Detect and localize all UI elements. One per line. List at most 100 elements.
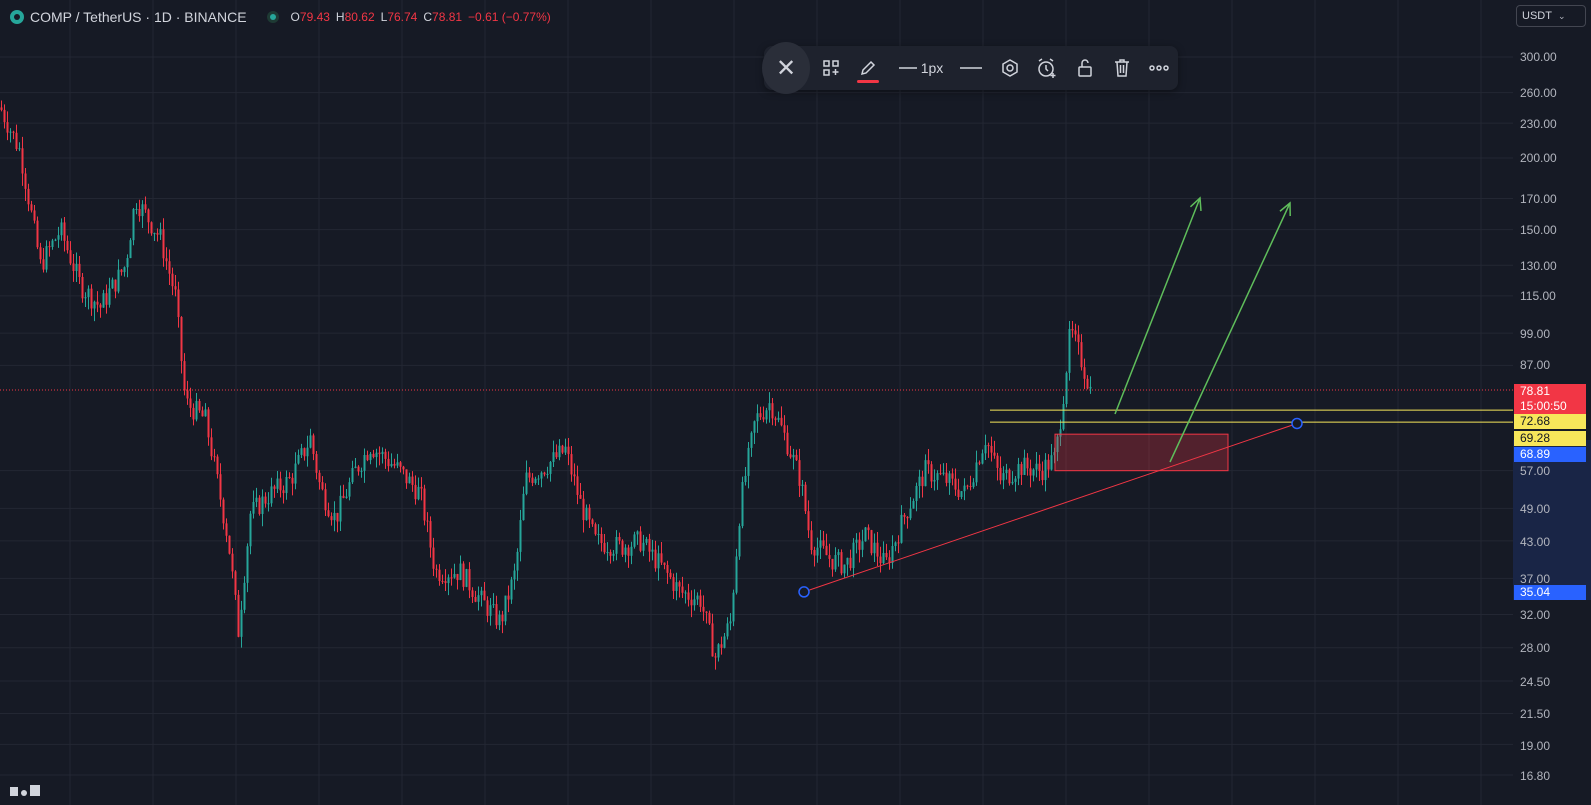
line-style-icon[interactable] bbox=[960, 58, 982, 78]
price-axis-selection bbox=[1513, 440, 1591, 600]
candle-body bbox=[420, 486, 423, 489]
candle-body bbox=[630, 546, 633, 556]
candle-body bbox=[57, 235, 60, 240]
candle-body bbox=[708, 612, 711, 624]
candle-body bbox=[558, 445, 561, 458]
line-width-button[interactable]: 1px bbox=[896, 58, 946, 78]
candle-body bbox=[30, 204, 33, 211]
candle-body bbox=[612, 553, 615, 556]
candle-body bbox=[666, 564, 669, 573]
candle-body bbox=[645, 538, 648, 543]
candle-body bbox=[222, 499, 225, 524]
templates-icon[interactable] bbox=[820, 58, 842, 78]
candle-body bbox=[486, 600, 489, 616]
candle-body bbox=[282, 490, 285, 494]
candle-body bbox=[243, 582, 246, 610]
candle-body bbox=[531, 477, 534, 483]
candle-body bbox=[948, 473, 951, 483]
candle-body bbox=[396, 462, 399, 466]
candle-body bbox=[342, 495, 345, 498]
candle-body bbox=[849, 557, 852, 569]
candle-body bbox=[333, 512, 336, 521]
chevron-down-icon: ⌄ bbox=[1557, 10, 1566, 21]
candle-body bbox=[441, 581, 444, 583]
currency-selector[interactable]: USDT ⌄ bbox=[1516, 5, 1586, 27]
candle-body bbox=[681, 586, 684, 593]
candle-body bbox=[873, 542, 876, 554]
more-icon[interactable] bbox=[1148, 58, 1170, 78]
symbol-title[interactable]: COMP / TetherUS · 1D · BINANCE bbox=[30, 9, 247, 25]
candle-body bbox=[177, 289, 180, 318]
candle-body bbox=[795, 454, 798, 461]
candle-body bbox=[150, 222, 153, 234]
candle-body bbox=[393, 463, 396, 466]
candle-body bbox=[78, 263, 81, 277]
candle-body bbox=[660, 553, 663, 563]
close-icon[interactable]: ✕ bbox=[762, 42, 810, 94]
candle-body bbox=[414, 484, 417, 500]
candle-body bbox=[492, 604, 495, 606]
candle-body bbox=[363, 454, 366, 471]
candle-body bbox=[951, 473, 954, 479]
candle-body bbox=[972, 482, 975, 487]
candle-body bbox=[846, 557, 849, 565]
candle-body bbox=[162, 229, 165, 259]
candle-body bbox=[354, 466, 357, 469]
candle-body bbox=[309, 435, 312, 448]
candle-body bbox=[471, 590, 474, 597]
trash-icon[interactable] bbox=[1111, 58, 1133, 78]
candle-body bbox=[882, 552, 885, 564]
candle-body bbox=[783, 425, 786, 433]
pencil-icon[interactable] bbox=[857, 58, 879, 83]
chart-canvas[interactable] bbox=[0, 0, 1513, 805]
candle-body bbox=[1023, 457, 1026, 475]
candle-body bbox=[429, 521, 432, 548]
candle-body bbox=[684, 592, 687, 594]
candle-body bbox=[720, 644, 723, 648]
candle-body bbox=[276, 478, 279, 489]
candle-body bbox=[993, 452, 996, 456]
candle-body bbox=[270, 486, 273, 504]
candle-body bbox=[264, 496, 267, 504]
candle-body bbox=[465, 569, 468, 587]
candle-body bbox=[768, 403, 771, 411]
currency-label: USDT bbox=[1522, 10, 1552, 22]
candle-body bbox=[102, 293, 105, 308]
candle-body bbox=[402, 466, 405, 470]
candle-body bbox=[87, 288, 90, 298]
candle-body bbox=[489, 605, 492, 616]
candle-body bbox=[633, 534, 636, 547]
alert-icon[interactable] bbox=[1036, 58, 1058, 78]
candle-body bbox=[1071, 328, 1074, 331]
candle-body bbox=[723, 636, 726, 648]
lock-icon[interactable] bbox=[1074, 58, 1096, 78]
candle-body bbox=[306, 447, 309, 457]
candle-body bbox=[324, 489, 327, 511]
candle-body bbox=[966, 485, 969, 487]
candle-body bbox=[186, 390, 189, 399]
candle-body bbox=[885, 552, 888, 558]
candle-body bbox=[741, 482, 744, 527]
settings-icon[interactable] bbox=[999, 58, 1021, 78]
candle-body bbox=[360, 470, 363, 472]
candle-body bbox=[192, 407, 195, 420]
candle-body bbox=[561, 445, 564, 453]
candle-body bbox=[156, 233, 159, 235]
candle-body bbox=[105, 293, 108, 305]
candle-body bbox=[729, 621, 732, 624]
candle-body bbox=[759, 413, 762, 418]
trendline-handle-start bbox=[798, 586, 810, 598]
candle-body bbox=[1038, 463, 1041, 471]
candle-body bbox=[153, 233, 156, 235]
candle-body bbox=[987, 445, 990, 447]
candle-body bbox=[750, 432, 753, 448]
candle-body bbox=[609, 552, 612, 556]
candle-body bbox=[435, 568, 438, 570]
candle-body bbox=[894, 542, 897, 547]
axis-tick: 87.00 bbox=[1520, 358, 1551, 372]
current-price-value: 78.81 bbox=[1520, 384, 1551, 398]
arrow-line bbox=[1169, 202, 1291, 463]
candle-body bbox=[825, 545, 828, 556]
candle-body bbox=[204, 409, 207, 417]
candle-body bbox=[99, 304, 102, 308]
